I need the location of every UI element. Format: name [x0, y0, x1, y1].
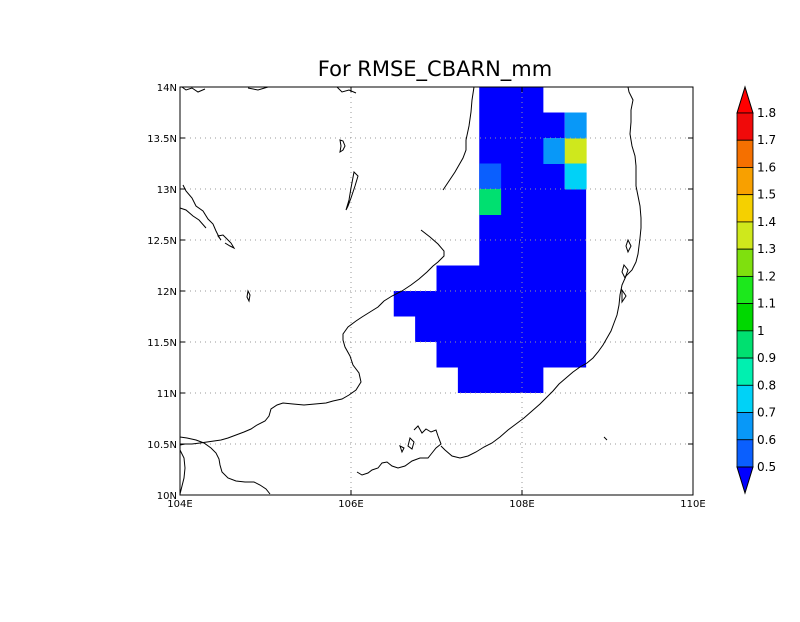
x-tick-label: 110E: [680, 499, 705, 510]
x-tick-label: 106E: [338, 499, 363, 510]
colorbar-arrow-down: [736, 466, 754, 495]
x-axis-ticks: 104E 106E 108E 110E: [167, 87, 706, 510]
heatmap-cell: [564, 138, 587, 164]
heatmap-cells: [393, 87, 587, 393]
colorbar-arrow-up: [736, 85, 754, 114]
heatmap-cell: [479, 189, 502, 215]
colorbar-box: [736, 112, 754, 141]
colorbar-label: 1.5: [757, 188, 776, 202]
colorbar-label: 0.8: [757, 378, 776, 392]
grid-lines: [180, 87, 693, 495]
colorbar-box: [736, 412, 754, 441]
colorbar-box: [736, 330, 754, 359]
colorbar-box: [736, 303, 754, 332]
colorbar-label: 0.5: [757, 460, 776, 474]
map-title: For RMSE_CBARN_mm: [318, 57, 552, 82]
colorbar-box: [736, 357, 754, 386]
colorbar-label: 1.7: [757, 133, 776, 147]
y-tick-label: 12.5N: [147, 236, 177, 247]
heatmap-cell: [564, 163, 587, 190]
heatmap-region-low: [393, 291, 587, 317]
colorbar: 0.5 0.6 0.7 0.8 0.9 1 1.1 1.2 1.3 1.4 1.5 1.6 1.7 1.8: [736, 85, 776, 495]
y-axis-ticks: 10N 10.5N 11N 11.5N 12N 12.5N 13N 13.5N 14N: [147, 83, 693, 502]
colorbar-box: [736, 439, 754, 468]
colorbar-box: [736, 384, 754, 413]
colorbar-box: [736, 248, 754, 277]
y-tick-label: 11N: [157, 389, 177, 400]
colorbar-label: 1.3: [757, 242, 776, 256]
y-tick-label: 13N: [157, 185, 177, 196]
colorbar-box: [736, 139, 754, 168]
colorbar-label: 1.1: [757, 297, 776, 311]
heatmap-region-low: [436, 342, 587, 368]
colorbar-label: 1.8: [757, 106, 776, 120]
colorbar-label: 0.9: [757, 351, 776, 365]
y-tick-label: 13.5N: [147, 134, 177, 145]
heatmap-region-low: [479, 87, 544, 113]
heatmap-region-low: [457, 367, 544, 393]
heatmap-cell: [479, 163, 502, 190]
colorbar-box: [736, 275, 754, 305]
x-tick-label: 104E: [167, 499, 192, 510]
heatmap-region-low: [415, 316, 587, 342]
colorbar-label: 1.2: [757, 269, 776, 283]
coastline: [179, 86, 642, 495]
colorbar-box: [736, 167, 754, 196]
colorbar-label: 1: [757, 324, 765, 338]
heatmap-cell: [543, 138, 566, 164]
colorbar-label: 1.4: [757, 215, 776, 229]
colorbar-label: 0.7: [757, 406, 776, 420]
y-tick-label: 11.5N: [147, 338, 177, 349]
heatmap-region-low: [436, 265, 587, 291]
colorbar-label: 0.6: [757, 433, 776, 447]
colorbar-box: [736, 194, 754, 223]
y-tick-label: 10.5N: [147, 440, 177, 451]
heatmap-cell: [564, 112, 587, 139]
colorbar-label: 1.6: [757, 160, 776, 174]
colorbar-box: [736, 221, 754, 250]
y-tick-label: 14N: [157, 83, 177, 94]
x-tick-label: 108E: [509, 499, 534, 510]
y-tick-label: 12N: [157, 287, 177, 298]
y-tick-label: 10N: [157, 491, 177, 502]
